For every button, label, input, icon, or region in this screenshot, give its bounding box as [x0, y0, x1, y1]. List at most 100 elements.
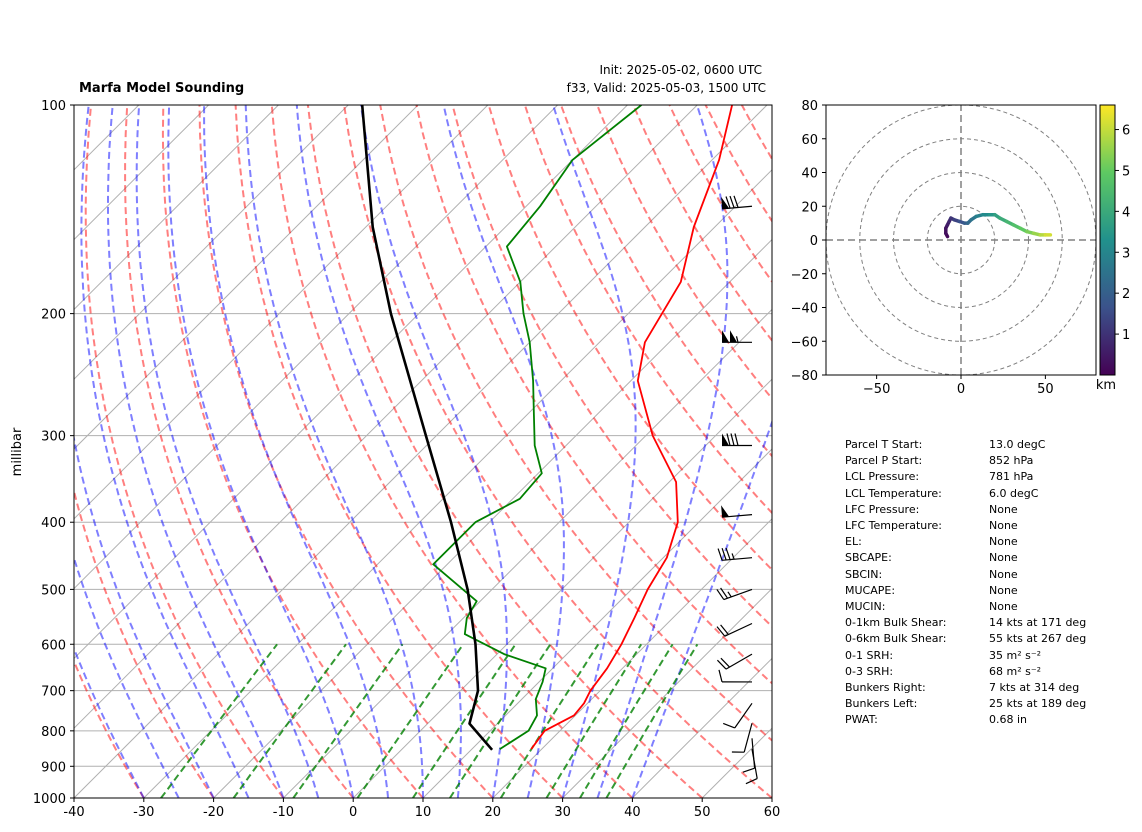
isotherm	[562, 587, 772, 798]
param-label: Parcel P Start:	[845, 454, 923, 468]
param-label: 0-3 SRH:	[845, 664, 894, 678]
y-tick-label: 300	[41, 430, 66, 445]
colorbar-tick-label: 6	[1122, 124, 1130, 139]
moist-adiabat	[596, 105, 729, 798]
param-label: Parcel T Start:	[845, 438, 923, 451]
mixing-ratio-line	[499, 643, 600, 798]
y-tick-label: 1000	[33, 792, 66, 807]
wind-barb	[742, 738, 756, 773]
dry-adiabat	[306, 105, 703, 798]
hodo-x-tick-label: −50	[863, 382, 890, 397]
param-row: SBCAPE: None	[845, 550, 1086, 566]
valid-time: f33, Valid: 2025-05-03, 1500 UTC	[567, 81, 766, 95]
isotherm	[143, 169, 772, 798]
colorbar: 1 2 3 4 5 6 km	[1096, 104, 1130, 393]
barb-full	[733, 195, 739, 208]
colorbar-tick-label: 1	[1122, 328, 1130, 343]
x-tick-label: 40	[624, 805, 641, 820]
wind-barb	[718, 669, 753, 683]
isotherm	[74, 105, 209, 241]
param-value: None	[989, 519, 1018, 533]
mixing-ratio-line	[579, 643, 674, 798]
moist-adiabat	[74, 646, 145, 798]
dry-adiabat	[161, 105, 424, 798]
y-tick-label: 700	[41, 685, 66, 700]
barb-flag	[721, 196, 730, 209]
chart-title: Marfa Model Sounding	[79, 81, 244, 96]
isotherm	[492, 518, 772, 798]
dry-adiabat	[74, 487, 215, 798]
wind-barb	[721, 505, 753, 518]
dewpoint-line	[432, 105, 642, 750]
wind-barb	[716, 587, 753, 601]
param-value: None	[989, 567, 1018, 581]
x-tick-label: -20	[203, 805, 224, 820]
param-value: None	[989, 502, 1018, 516]
y-tick-label: 600	[41, 638, 66, 653]
moist-adiabat	[295, 105, 462, 798]
mixing-ratio-line	[292, 643, 404, 798]
isotherm	[74, 105, 628, 660]
param-label: 0-1km Bulk Shear:	[845, 616, 947, 630]
mixing-ratio-line	[232, 643, 347, 798]
wind-barb	[716, 653, 753, 670]
colorbar-tick-label: 4	[1122, 205, 1130, 220]
barb-full	[717, 548, 723, 561]
barb-full	[716, 659, 727, 670]
hodo-x-tick-label: 0	[957, 382, 965, 397]
param-label: LFC Temperature:	[845, 519, 943, 533]
isotherm	[283, 308, 772, 798]
y-tick-label: 100	[41, 99, 66, 114]
barb-full	[726, 433, 731, 446]
barb-shaft	[734, 702, 753, 729]
param-label: SBCAPE:	[845, 551, 892, 565]
param-label: MUCAPE:	[845, 583, 896, 597]
wind-barbs	[716, 195, 758, 785]
barb-full	[730, 433, 735, 446]
param-row: 0-1 SRH: 35 m² s⁻²	[845, 648, 1086, 664]
mixing-ratio-line	[356, 643, 465, 798]
moist-adiabat	[244, 105, 424, 798]
param-label: LCL Pressure:	[845, 470, 920, 484]
hodograph	[826, 105, 1096, 375]
dry-adiabat	[84, 105, 285, 798]
dry-adiabat	[270, 105, 634, 798]
param-label: LCL Temperature:	[845, 486, 942, 500]
colorbar-tick-label: 2	[1122, 287, 1130, 302]
barb-shaft	[723, 588, 753, 601]
param-value: 781 hPa	[989, 470, 1034, 484]
param-row: SBCIN: None	[845, 567, 1086, 583]
dry-adiabat	[415, 105, 772, 685]
param-value: 7 kts at 314 deg	[989, 681, 1080, 695]
barb-full	[720, 587, 729, 599]
x-tick-label: 10	[415, 805, 432, 820]
skewt-axes: -40 -30 -20 -10 0 10 20 30 40 50 60 100 200 300 400 500…	[33, 99, 780, 820]
hodo-y-tick-label: −40	[791, 302, 818, 317]
wind-barb	[717, 547, 753, 561]
x-tick-label: -10	[273, 805, 294, 820]
param-row: Bunkers Right: 7 kts at 314 deg	[845, 680, 1086, 696]
dry-adiabat	[343, 105, 772, 798]
colorbar-tick-label: 3	[1122, 246, 1130, 261]
param-label: PWAT:	[845, 713, 878, 727]
param-value: 6.0 degC	[989, 486, 1039, 500]
dry-adiabat	[124, 105, 354, 798]
param-label: MUCIN:	[845, 600, 886, 614]
barb-half	[731, 553, 735, 560]
barb-flag	[722, 330, 729, 343]
dry-adiabat	[379, 105, 772, 742]
param-label: Bunkers Left:	[845, 697, 918, 711]
hodograph-axes: −50 0 50 80 60 40 20 0 −20 −40 −60 −80	[791, 99, 1054, 397]
barb-shaft	[724, 622, 753, 637]
dry-adiabat	[523, 105, 772, 515]
x-tick-label: -40	[63, 805, 84, 820]
barb-full	[722, 722, 736, 729]
barb-full	[720, 657, 730, 668]
barb-full	[716, 589, 725, 600]
barb-shaft	[725, 653, 753, 670]
skewt-profiles	[360, 105, 733, 751]
barb-full	[729, 195, 735, 208]
hodograph-plot	[826, 105, 1096, 375]
wind-barb	[721, 330, 753, 343]
barb-half	[735, 336, 739, 343]
